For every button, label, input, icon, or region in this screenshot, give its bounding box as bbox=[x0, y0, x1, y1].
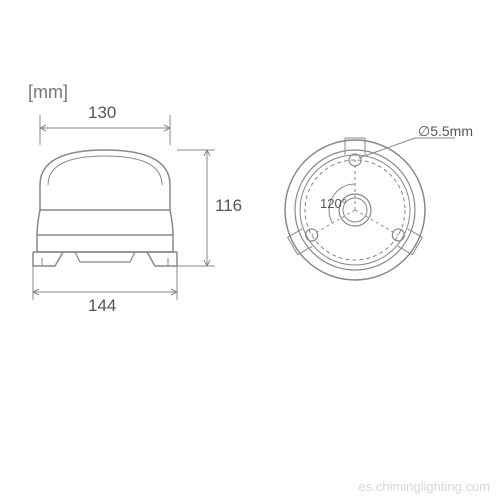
dim-hole-diameter: ∅5.5mm bbox=[418, 123, 473, 140]
dim-top-width: 130 bbox=[88, 103, 116, 123]
front-view bbox=[33, 115, 215, 300]
dim-angle: 120° bbox=[320, 196, 347, 211]
diagram-container: [mm] bbox=[0, 0, 500, 500]
watermark-text: es.chiminglighting.com bbox=[358, 479, 490, 494]
top-view bbox=[285, 138, 455, 280]
dim-height: 116 bbox=[215, 196, 242, 216]
technical-drawing-svg bbox=[0, 0, 500, 500]
dim-base-width: 144 bbox=[88, 296, 116, 316]
